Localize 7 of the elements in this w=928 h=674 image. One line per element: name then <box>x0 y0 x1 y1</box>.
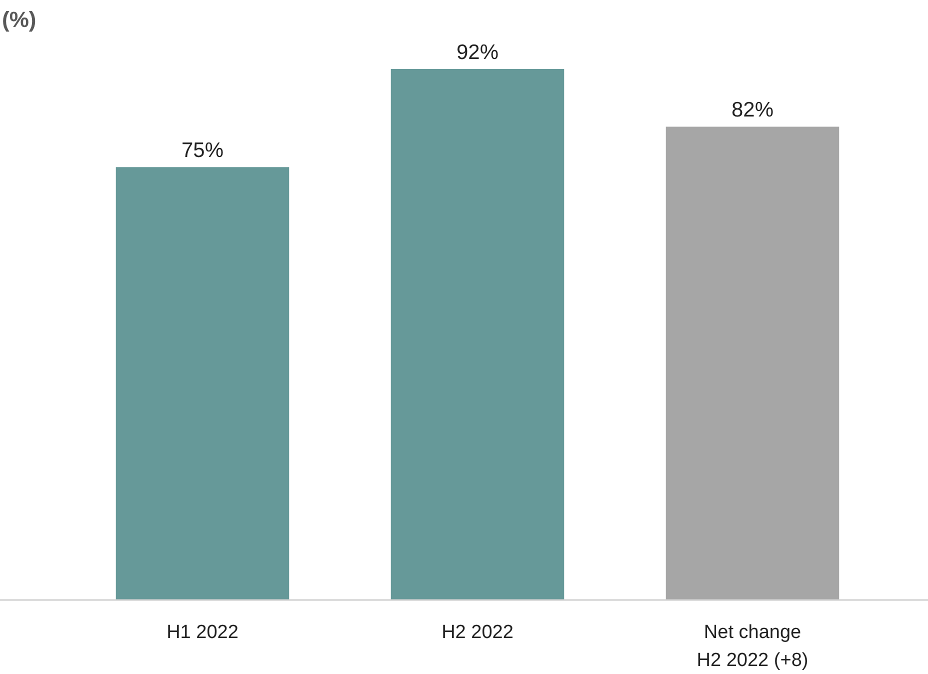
data-label: 82% <box>731 98 774 122</box>
chart-title: (%) <box>2 7 36 32</box>
data-label: 75% <box>181 139 224 162</box>
x-tick-label: H2 2022 <box>442 622 514 643</box>
data-label: 92% <box>456 41 499 64</box>
x-tick-label: Net change H2 2022 (+8) <box>696 622 808 671</box>
x-tick-label: H1 2022 <box>166 622 238 643</box>
